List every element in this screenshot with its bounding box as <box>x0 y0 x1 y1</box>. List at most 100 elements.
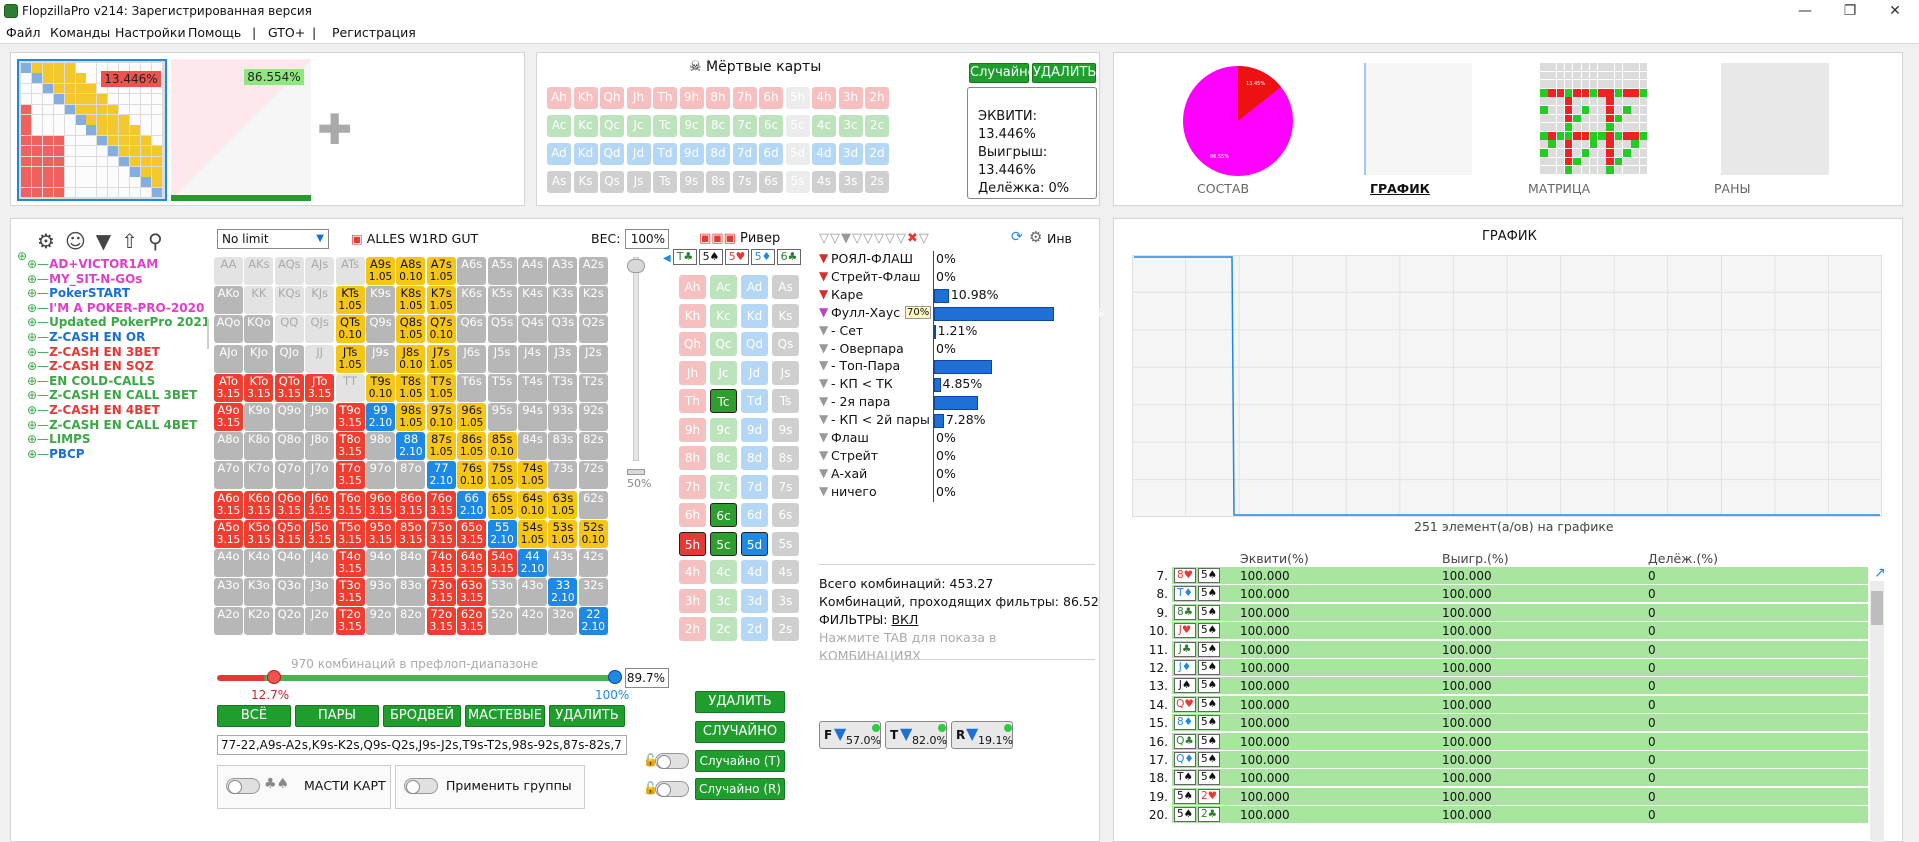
menu-item-5[interactable]: GTO+ <box>268 25 306 40</box>
hand-cell[interactable]: Q9o <box>274 403 304 431</box>
hand-cell[interactable]: 53o <box>487 578 517 607</box>
hand-cell[interactable]: QTo 3.15 <box>274 373 304 402</box>
hand-cell[interactable]: KK <box>244 286 274 315</box>
table-row[interactable]: 12. J♦ 5♠ 100.000 100.000 0 <box>1132 659 1868 677</box>
hand-cell[interactable]: 94o <box>366 549 395 577</box>
range-slot-2[interactable]: 86.554% <box>171 59 311 201</box>
hand-cell[interactable]: AQo <box>214 315 243 344</box>
hand-cell[interactable]: T2s <box>578 373 608 402</box>
hand-cell[interactable]: T8s 1.05 <box>396 373 426 402</box>
board-grid-card[interactable]: Ah <box>679 275 706 299</box>
filter-name[interactable]: Каре <box>831 286 864 302</box>
filter-name[interactable]: Стрейт-Флаш <box>831 268 921 284</box>
hand-cell[interactable]: A7o <box>214 461 243 490</box>
filter-funnel-icon[interactable]: ▼ <box>819 412 829 427</box>
hand-cell[interactable]: J6o 3.15 <box>305 490 335 519</box>
hand-cell[interactable]: 52o <box>487 607 517 636</box>
hand-cell[interactable]: 75o 3.15 <box>426 519 456 548</box>
hand-cell[interactable]: Q8s 1.05 <box>396 315 426 344</box>
matrix-btn-3[interactable]: МАСТЕВЫЕ <box>465 705 545 727</box>
hand-cell[interactable]: 63o 3.15 <box>457 578 487 607</box>
hand-cell[interactable]: 66 2.10 <box>457 490 487 519</box>
hand-cell[interactable]: 52s 0.10 <box>578 519 608 548</box>
hand-cell[interactable]: 64o 3.15 <box>457 549 487 577</box>
board-grid-card[interactable]: Js <box>772 360 799 385</box>
board-grid-card[interactable]: 3s <box>772 588 799 613</box>
groups-toggle[interactable] <box>404 778 438 794</box>
tree-expand-icon[interactable]: ⊕— <box>27 286 50 301</box>
table-row[interactable]: 13. J♠ 5♠ 100.000 100.000 0 <box>1132 677 1868 695</box>
hand-cell[interactable]: T6s <box>457 373 487 402</box>
menu-item-3[interactable]: Помощь <box>188 25 242 40</box>
dead-delete-button[interactable]: УДАЛИТЬ <box>1032 63 1096 83</box>
filter-funnel-icon[interactable]: ▼ <box>819 376 829 391</box>
board-grid-card[interactable]: Qd <box>741 332 768 356</box>
dead-card[interactable]: Jc <box>626 115 651 137</box>
hand-cell[interactable]: 93o <box>366 578 395 607</box>
table-row[interactable]: 14. Q♥ 5♠ 100.000 100.000 0 <box>1132 695 1868 714</box>
hand-cell[interactable]: 84o <box>396 549 426 577</box>
hand-cell[interactable]: 62s <box>578 490 608 519</box>
hand-cell[interactable]: 43s <box>548 549 578 577</box>
hand-cell[interactable]: K5o 3.15 <box>244 519 274 548</box>
dead-card[interactable]: 6h <box>759 87 783 109</box>
range-text-input[interactable]: 77-22,A9s-A2s,K9s-K2s,Q9s-Q2s,J9s-J2s,T9… <box>217 735 627 755</box>
dead-card[interactable]: 9c <box>679 115 704 137</box>
hand-cell[interactable]: A6s <box>457 257 487 285</box>
hand-cell[interactable]: J4o <box>305 549 335 577</box>
graph-thumbnail[interactable] <box>1364 63 1472 175</box>
board-grid-card[interactable]: Ad <box>741 275 768 299</box>
hand-cell[interactable]: A9o 3.15 <box>214 403 243 431</box>
hand-cell[interactable]: A3o <box>214 578 243 607</box>
board-grid-card[interactable]: Kc <box>710 303 737 328</box>
board-grid-card[interactable]: 2c <box>710 617 737 641</box>
search-icon[interactable]: ⚲ <box>147 229 173 253</box>
hand-cell[interactable]: 65o 3.15 <box>457 519 487 548</box>
hand-cell[interactable]: T7o 3.15 <box>335 461 365 490</box>
dead-card[interactable]: Qd <box>600 143 624 165</box>
filters-on-link[interactable]: ВКЛ <box>891 612 919 627</box>
hand-cell[interactable]: A4s <box>518 257 547 285</box>
hand-cell[interactable]: K9s <box>366 286 395 315</box>
board-grid-card[interactable]: 2h <box>679 617 706 641</box>
hand-cell[interactable]: T4o 3.15 <box>335 549 365 577</box>
hand-cell[interactable]: A3s <box>548 257 578 285</box>
hand-cell[interactable]: 96o 3.15 <box>366 490 395 519</box>
filter-funnel-icon[interactable]: ▼ <box>819 465 829 480</box>
hand-cell[interactable]: 54s 1.05 <box>518 519 547 548</box>
hand-cell[interactable]: 74o 3.15 <box>426 549 456 577</box>
dead-card[interactable]: 8c <box>706 115 730 137</box>
hand-cell[interactable]: T2o 3.15 <box>335 607 365 636</box>
board-grid-card[interactable]: 8d <box>741 446 768 470</box>
hand-cell[interactable]: 86o 3.15 <box>396 490 426 519</box>
board-grid-card[interactable]: 2s <box>772 617 799 641</box>
hand-cell[interactable]: 32o <box>548 607 578 636</box>
filter-name[interactable]: - КП < ТК <box>831 376 893 392</box>
tab-0[interactable]: СОСТАВ <box>1197 181 1250 196</box>
hand-cell[interactable]: ATo 3.15 <box>214 373 243 402</box>
board-grid-card[interactable]: 4h <box>679 560 706 584</box>
close-icon[interactable]: ✕ <box>1889 3 1901 19</box>
range-slider-track[interactable] <box>217 675 613 681</box>
filter-funnel-icon[interactable]: ▼ <box>819 268 829 283</box>
tree-expand-icon[interactable]: ⊕— <box>27 403 50 417</box>
dead-card[interactable]: 3c <box>838 115 863 137</box>
board-grid-card[interactable]: 6d <box>741 503 768 527</box>
filter-funnel-icon[interactable]: ▼ <box>819 340 829 355</box>
dead-card[interactable]: 8s <box>706 171 730 193</box>
hand-cell[interactable]: 92s <box>578 403 608 431</box>
hand-cell[interactable]: K6s <box>457 286 487 315</box>
filter-name[interactable]: - Оверпара <box>831 340 904 356</box>
hand-cell[interactable]: 54o 3.15 <box>487 549 517 577</box>
lock-r-icon[interactable]: 🔓 <box>643 781 658 795</box>
tab-3[interactable]: РАНЫ <box>1714 181 1751 196</box>
board-grid-card[interactable]: 6s <box>772 503 799 527</box>
board-grid-card[interactable]: 5s <box>772 531 799 556</box>
dead-card[interactable]: 9h <box>679 87 704 109</box>
hand-cell[interactable]: 75s 1.05 <box>487 461 517 490</box>
dead-card[interactable]: Js <box>626 171 651 193</box>
dead-card[interactable]: Ac <box>547 115 571 137</box>
table-row[interactable]: 8. T♦ 5♠ 100.000 100.000 0 <box>1132 585 1868 603</box>
hand-cell[interactable]: 94s <box>518 403 547 431</box>
hand-cell[interactable]: T6o 3.15 <box>335 490 365 519</box>
